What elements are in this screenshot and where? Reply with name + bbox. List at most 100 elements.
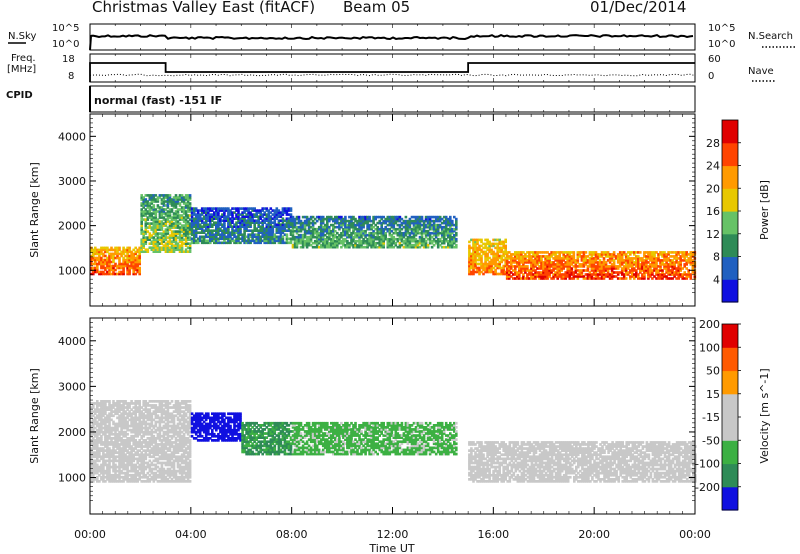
echo-cell xyxy=(112,463,115,467)
echo-cell xyxy=(319,229,323,233)
echo-cell xyxy=(233,229,236,232)
echo-cell xyxy=(542,273,545,276)
echo-cell xyxy=(156,204,160,207)
echo-cell xyxy=(168,224,172,227)
echo-cell xyxy=(154,194,158,197)
echo-cell xyxy=(602,251,606,254)
echo-cell xyxy=(94,439,97,442)
echo-cell xyxy=(132,418,135,422)
echo-cell xyxy=(610,265,614,268)
echo-cell xyxy=(172,224,176,227)
echo-cell xyxy=(102,480,105,483)
echo-cell xyxy=(186,200,190,203)
echo-cell xyxy=(442,215,446,219)
echo-cell xyxy=(194,223,198,226)
echo-cell xyxy=(659,259,662,262)
echo-cell xyxy=(160,224,164,227)
echo-cell xyxy=(434,231,438,235)
echo-cell xyxy=(128,469,131,473)
echo-cell xyxy=(633,257,636,260)
echo-cell xyxy=(510,259,513,262)
echo-cell xyxy=(451,219,454,223)
echo-cell xyxy=(554,271,557,274)
echo-cell xyxy=(168,240,172,243)
echo-cell xyxy=(138,258,141,262)
echo-cell xyxy=(120,432,123,436)
echo-cell xyxy=(556,265,559,268)
echo-cell xyxy=(257,219,260,222)
echo-cell xyxy=(432,227,436,231)
echo-cell xyxy=(536,275,539,278)
echo-cell xyxy=(410,229,414,233)
echo-cell xyxy=(257,211,260,214)
echo-cell xyxy=(186,206,190,209)
echo-cell xyxy=(406,245,410,249)
echo-cell xyxy=(128,473,131,477)
echo-cell xyxy=(108,453,111,457)
echo-cell xyxy=(233,239,236,243)
echo-cell xyxy=(295,229,299,233)
echo-cell xyxy=(174,214,178,217)
echo-cell xyxy=(510,261,513,264)
echo-cell xyxy=(334,215,337,219)
echo-cell xyxy=(476,238,479,242)
echo-cell xyxy=(271,239,275,243)
echo-cell xyxy=(667,277,670,280)
echo-cell xyxy=(184,236,188,239)
echo-cell xyxy=(568,263,572,266)
echo-cell xyxy=(600,265,604,268)
echo-cell xyxy=(342,231,345,235)
echo-cell xyxy=(432,221,436,225)
echo-cell xyxy=(474,258,477,262)
echo-cell xyxy=(496,258,499,262)
echo-cell xyxy=(346,229,349,233)
echo-cell xyxy=(657,269,660,272)
echo-cell xyxy=(204,207,208,210)
echo-cell xyxy=(378,237,381,241)
echo-cell xyxy=(392,239,396,243)
echo-cell xyxy=(136,264,139,268)
echo-cell xyxy=(488,260,491,264)
echo-cell xyxy=(106,478,109,481)
echo-cell xyxy=(130,424,133,428)
echo-cell xyxy=(536,259,539,262)
echo-cell xyxy=(544,271,547,274)
echo-cell xyxy=(486,252,489,256)
echo-cell xyxy=(299,239,303,243)
echo-cell xyxy=(227,209,230,212)
echo-cell xyxy=(90,469,93,473)
echo-cell xyxy=(102,463,105,467)
echo-cell xyxy=(453,223,456,227)
echo-cell xyxy=(106,463,109,467)
echo-cell xyxy=(342,217,345,221)
echo-cell xyxy=(132,439,135,442)
echo-cell xyxy=(360,217,363,221)
echo-cell xyxy=(639,269,642,272)
echo-cell xyxy=(667,257,670,260)
echo-cell xyxy=(498,272,501,276)
echo-cell xyxy=(380,227,383,231)
echo-cell xyxy=(188,246,192,249)
echo-cell xyxy=(158,208,162,211)
echo-cell xyxy=(112,475,115,479)
echo-cell xyxy=(267,225,271,228)
echo-cell xyxy=(432,233,436,237)
echo-cell xyxy=(221,235,224,239)
echo-cell xyxy=(352,239,355,243)
echo-cell xyxy=(186,236,190,239)
echo-cell xyxy=(182,232,186,235)
echo-cell xyxy=(134,414,137,418)
echo-cell xyxy=(449,245,452,249)
echo-cell xyxy=(277,225,281,228)
echo-cell xyxy=(148,212,152,215)
echo-cell xyxy=(148,216,152,219)
echo-cell xyxy=(534,273,537,276)
echo-cell xyxy=(476,250,479,254)
echo-cell xyxy=(100,434,103,438)
echo-cell xyxy=(631,269,634,272)
echo-cell xyxy=(130,402,133,405)
echo-cell xyxy=(657,271,660,274)
echo-cell xyxy=(328,227,331,231)
echo-cell xyxy=(170,234,174,237)
echo-cell xyxy=(100,406,103,409)
